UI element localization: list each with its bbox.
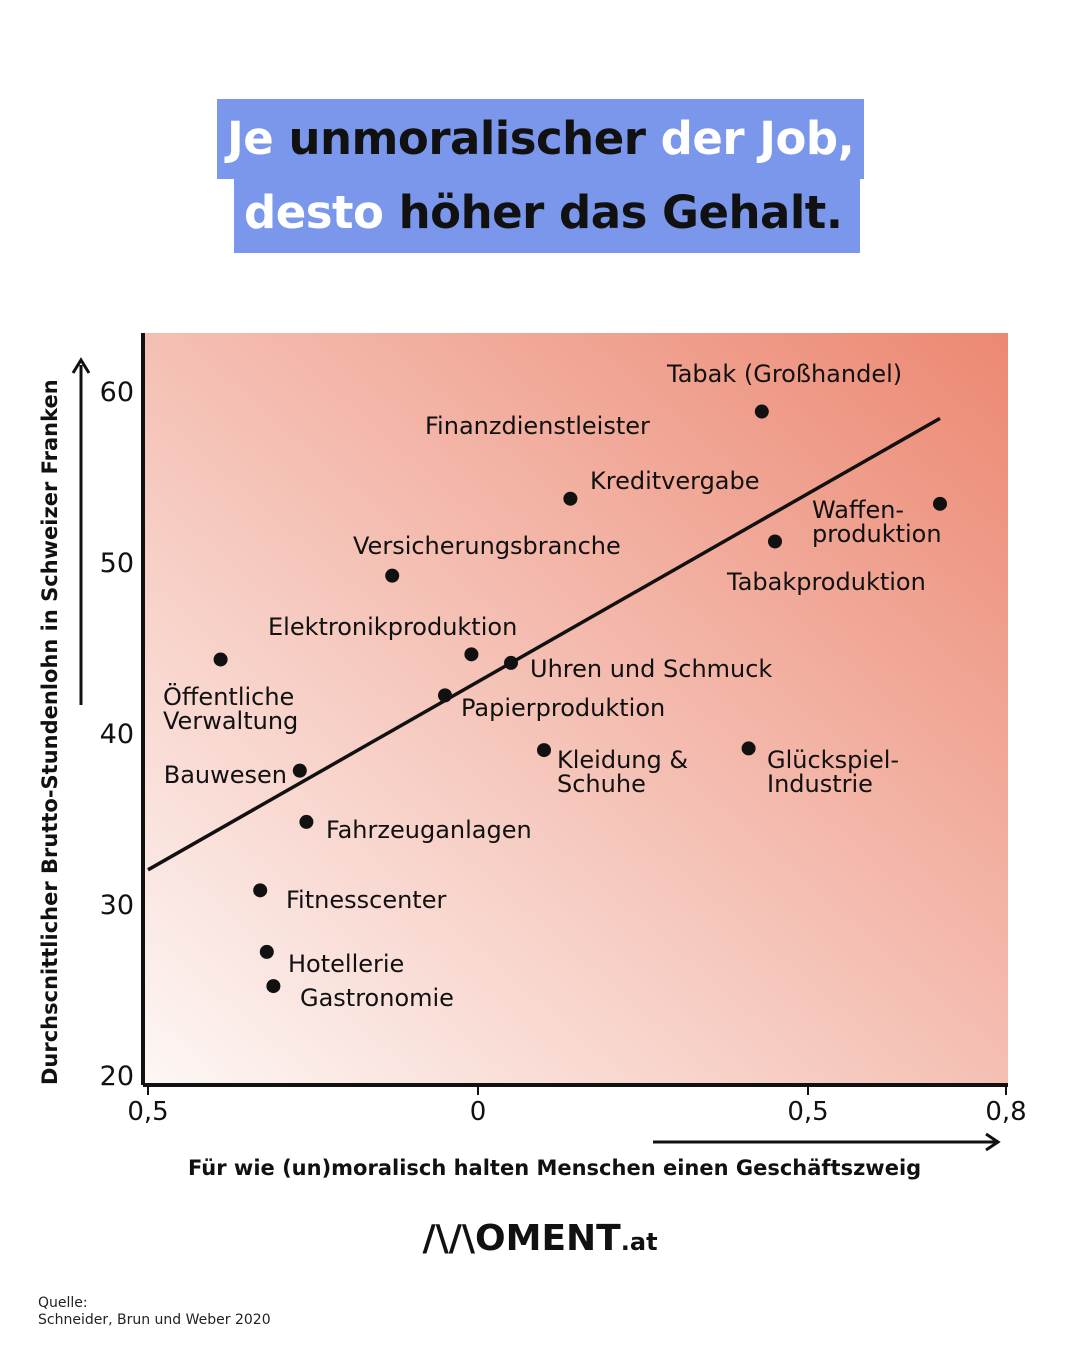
y-axis-label: Durchscnittlicher Brutto-Stundenlohn in … <box>38 379 62 1085</box>
point-label: Industrie <box>767 770 873 798</box>
source-note: Quelle: Schneider, Brun und Weber 2020 <box>38 1295 271 1329</box>
y-axis-arrowhead <box>71 357 91 374</box>
data-point <box>385 568 400 583</box>
title-text: der Job, <box>645 112 855 165</box>
point-label: Glückspiel- <box>767 746 899 774</box>
point-label: Fahrzeuganlagen <box>326 816 532 844</box>
point-label: Kreditvergabe <box>590 467 760 495</box>
point-label: Papierproduktion <box>461 694 665 722</box>
x-tick-label: 0,5 <box>127 1097 168 1127</box>
data-point <box>768 534 782 549</box>
x-axis-label: Für wie (un)moralisch halten Menschen ei… <box>188 1156 922 1180</box>
title-line-1: Je unmoralischer der Job, <box>217 99 865 179</box>
point-label: Tabakproduktion <box>726 568 926 596</box>
title-text: unmoralischer <box>288 112 646 165</box>
plot-background <box>143 333 1008 1085</box>
moment-logo: /\/\OMENT.at <box>0 1218 1080 1259</box>
y-tick-label: 50 <box>100 548 134 579</box>
data-point <box>464 647 479 662</box>
logo-text: /\/\OMENT <box>422 1218 621 1259</box>
x-tick-label: 0,8 <box>985 1097 1026 1127</box>
data-point <box>933 496 947 511</box>
data-point <box>754 404 769 419</box>
y-tick-label: 30 <box>100 890 134 921</box>
point-label: Versicherungsbranche <box>353 532 621 560</box>
point-label: Elektronikproduktion <box>268 613 517 641</box>
point-label: Schuhe <box>557 770 646 798</box>
x-tick-label: 0,5 <box>787 1097 828 1127</box>
point-label: Hotellerie <box>288 950 404 978</box>
point-label: Uhren und Schmuck <box>530 655 772 683</box>
point-label: Finanzdienstleister <box>425 412 650 440</box>
point-label: Fitnesscenter <box>286 886 446 914</box>
source-label: Quelle: <box>38 1295 88 1311</box>
data-point <box>266 979 281 994</box>
data-point <box>537 743 551 758</box>
data-point <box>299 814 314 829</box>
data-point <box>563 491 578 506</box>
y-tick-label: 20 <box>100 1061 134 1092</box>
point-label: Gastronomie <box>300 984 454 1012</box>
title-text: desto <box>244 186 399 239</box>
title-text: höher das Gehalt. <box>398 186 843 239</box>
point-label: Tabak (Großhandel) <box>666 360 902 388</box>
data-point <box>213 652 228 667</box>
logo-tld: .at <box>620 1228 658 1256</box>
point-label: Waffen- <box>812 496 904 524</box>
data-point <box>253 883 268 898</box>
source-text: Schneider, Brun und Weber 2020 <box>38 1312 271 1328</box>
data-point <box>504 655 518 670</box>
data-point <box>292 763 307 778</box>
point-label: Bauwesen <box>164 761 287 789</box>
title-line-2: desto höher das Gehalt. <box>234 173 861 253</box>
trend-line <box>147 416 941 872</box>
data-point <box>259 944 274 959</box>
point-label: produktion <box>812 520 942 548</box>
point-label: Öffentliche <box>163 682 294 711</box>
data-point <box>741 741 756 756</box>
x-axis-arrowhead <box>985 1132 1001 1152</box>
data-point <box>438 688 452 703</box>
title-text: Je <box>227 112 289 165</box>
x-tick-label: 0 <box>470 1097 487 1127</box>
y-tick-label: 40 <box>100 719 134 750</box>
y-tick-label: 60 <box>100 377 134 408</box>
point-label: Kleidung & <box>557 746 688 774</box>
point-label: Verwaltung <box>163 707 298 735</box>
